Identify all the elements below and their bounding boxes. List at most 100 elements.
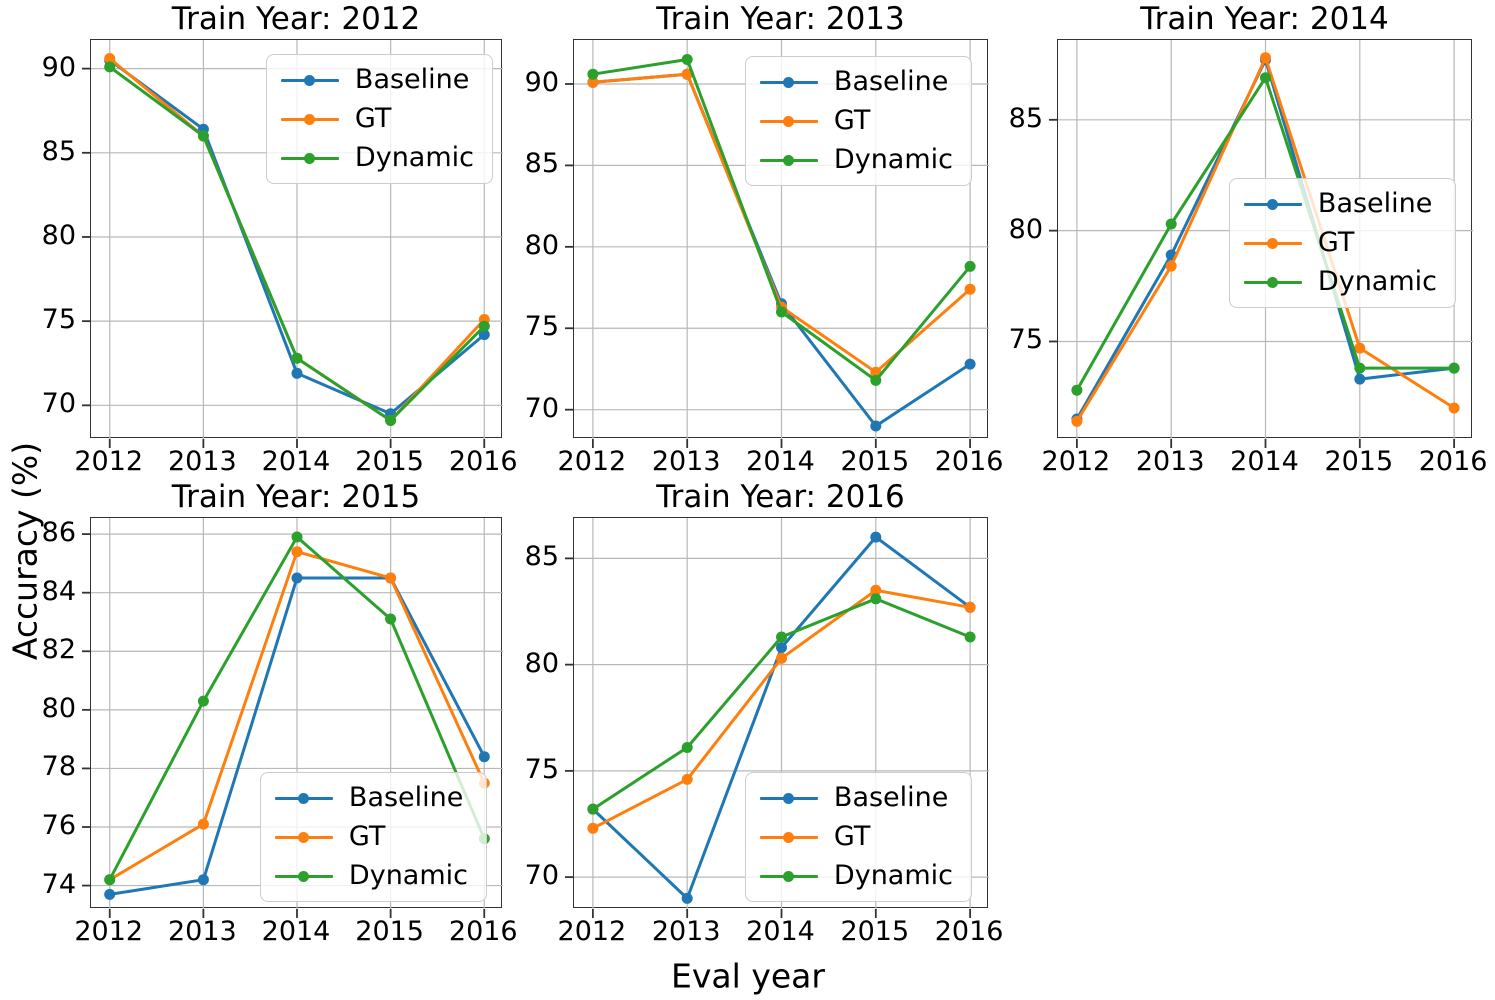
legend-marker-icon <box>304 113 316 125</box>
y-tick-label: 75 <box>41 304 76 336</box>
data-point-marker <box>870 593 882 605</box>
plot-title: Train Year: 2016 <box>656 479 905 515</box>
x-tick-label: 2012 <box>74 916 144 947</box>
legend-swatch <box>759 781 818 815</box>
plot-title: Train Year: 2012 <box>171 1 421 37</box>
data-point-marker <box>1071 384 1083 396</box>
axes-area: Baseline GT Dynamic <box>82 39 503 448</box>
legend-item: Baseline <box>1243 187 1437 221</box>
data-point-marker <box>385 415 397 426</box>
data-point-marker <box>1165 218 1177 230</box>
data-point-marker <box>681 742 693 753</box>
data-point-marker <box>870 420 882 432</box>
data-point-marker <box>104 61 116 73</box>
x-tick-label: 2013 <box>168 446 237 477</box>
y-tick-label: 70 <box>41 388 76 420</box>
data-point-marker <box>1354 342 1366 354</box>
x-tick-label: 2014 <box>261 916 331 947</box>
data-point-marker <box>197 874 209 886</box>
x-tick-label: 2016 <box>934 446 1004 477</box>
legend-item: GT <box>280 102 474 136</box>
y-tick-label: 70 <box>524 860 559 892</box>
plot-title: Train Year: 2013 <box>656 1 905 37</box>
legend: Baseline GT Dynamic <box>1228 178 1456 308</box>
data-point-marker <box>776 642 787 654</box>
data-point-marker <box>681 54 693 65</box>
legend-label: Dynamic <box>833 860 953 891</box>
axes-area: Baseline GT Dynamic <box>82 517 503 918</box>
legend-label: Baseline <box>354 64 470 95</box>
legend-swatch <box>759 104 818 138</box>
y-tick-label: 84 <box>41 575 76 607</box>
data-point-marker <box>197 130 209 142</box>
x-tick-label: 2016 <box>448 446 518 477</box>
x-tick-label: 2014 <box>746 916 815 947</box>
x-tick-label: 2014 <box>746 446 815 477</box>
data-point-marker <box>587 822 599 834</box>
legend-item: GT <box>759 820 953 854</box>
x-tick-label: 2015 <box>1324 446 1394 477</box>
legend-label: Dynamic <box>1317 266 1437 297</box>
data-point-marker <box>1448 402 1460 414</box>
y-tick-label: 85 <box>41 135 76 167</box>
legend-label: Dynamic <box>833 144 953 175</box>
data-point-marker <box>1260 52 1271 64</box>
data-point-marker <box>1071 415 1083 427</box>
data-point-marker <box>1260 72 1271 84</box>
x-tick-label: 2013 <box>651 916 721 947</box>
legend-swatch <box>274 820 333 854</box>
legend-swatch <box>274 859 333 893</box>
y-tick-label: 86 <box>41 517 76 549</box>
legend-swatch <box>759 65 818 99</box>
legend-swatch <box>1243 226 1302 260</box>
legend-label: Dynamic <box>348 860 468 891</box>
y-tick-label: 90 <box>524 66 559 98</box>
x-tick-label: 2012 <box>557 446 627 477</box>
data-point-marker <box>291 572 303 584</box>
legend-marker-icon <box>1267 237 1279 249</box>
legend: Baseline GT Dynamic <box>744 772 972 902</box>
data-point-marker <box>291 546 303 558</box>
legend-marker-icon <box>304 74 316 86</box>
legend-item: GT <box>759 104 953 138</box>
legend-marker-icon <box>298 792 310 804</box>
axes-area: Baseline GT Dynamic <box>565 517 989 918</box>
data-point-marker <box>587 68 599 80</box>
legend-swatch <box>1243 265 1302 299</box>
y-axis-label: Accuracy (%) <box>5 441 45 661</box>
x-tick-label: 2013 <box>168 916 237 947</box>
legend-swatch <box>280 141 339 175</box>
data-point-marker <box>104 874 116 886</box>
legend-label: GT <box>833 821 871 852</box>
data-point-marker <box>681 773 693 785</box>
x-tick-label: 2013 <box>651 446 721 477</box>
legend-marker-icon <box>783 154 795 166</box>
y-tick-label: 75 <box>524 311 559 343</box>
data-point-marker <box>964 631 976 643</box>
legend-label: Baseline <box>833 66 949 97</box>
y-tick-label: 75 <box>1008 324 1043 356</box>
data-point-marker <box>964 283 976 295</box>
legend-item: GT <box>1243 226 1437 260</box>
data-point-marker <box>1354 362 1366 374</box>
x-tick-label: 2015 <box>840 446 910 477</box>
x-tick-label: 2014 <box>1230 446 1299 477</box>
x-tick-label: 2015 <box>840 916 910 947</box>
legend: Baseline GT Dynamic <box>265 54 493 184</box>
plot-title: Train Year: 2014 <box>1140 1 1389 37</box>
data-point-marker <box>587 803 599 815</box>
legend-label: Baseline <box>833 782 949 813</box>
y-tick-label: 75 <box>524 753 559 785</box>
y-tick-label: 85 <box>1008 102 1043 134</box>
x-axis-label: Eval year <box>671 956 825 996</box>
x-tick-label: 2016 <box>448 916 518 947</box>
x-tick-label: 2016 <box>1418 446 1488 477</box>
data-point-marker <box>964 260 976 272</box>
plot-title: Train Year: 2015 <box>171 479 421 515</box>
data-point-marker <box>776 631 787 643</box>
legend-item: Dynamic <box>759 143 953 177</box>
data-point-marker <box>385 572 397 584</box>
legend-item: Dynamic <box>280 141 474 175</box>
y-tick-label: 76 <box>41 809 76 841</box>
